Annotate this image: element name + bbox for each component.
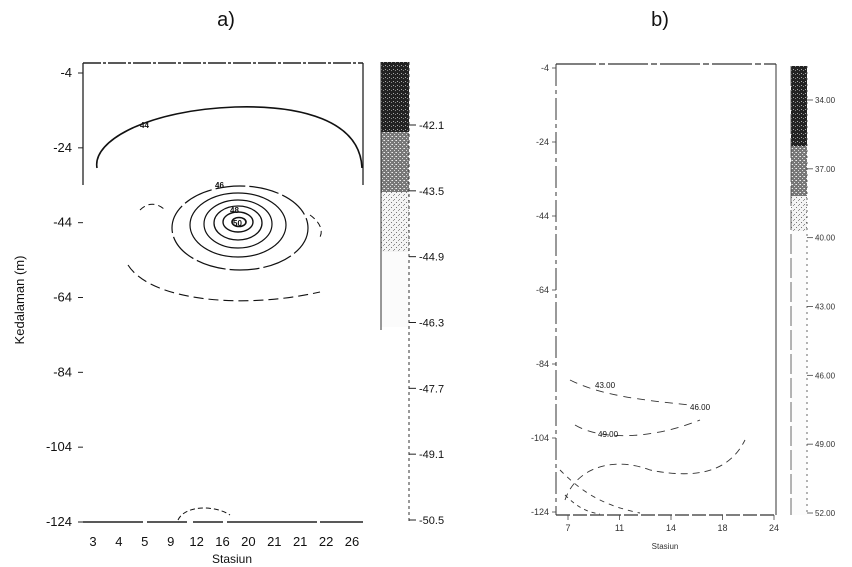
y-tick-label: -64 — [53, 290, 72, 305]
colorbar-level-label: 34.00 — [815, 96, 836, 105]
x-tick-label: 18 — [717, 523, 727, 533]
contour-line — [177, 507, 231, 521]
y-tick-label: -24 — [536, 137, 549, 147]
contour-line — [171, 185, 309, 271]
panel-a-colorbar: -42.1 -43.5 -44.9 -46.3 -47.7 -49.1 -50.5 — [380, 62, 444, 527]
colorbar-swatch — [381, 192, 409, 252]
contour-label: 43.00 — [595, 381, 616, 390]
colorbar-level-label: 52.00 — [815, 509, 836, 518]
panel-b-contours — [559, 379, 746, 515]
panel-a-label: a) — [217, 9, 235, 31]
panel-b: b) 43.00 46.00 49.00 -4-24-44-64-84-104-… — [531, 9, 836, 551]
colorbar-level-label: -50.5 — [419, 515, 444, 527]
y-tick-label: -24 — [53, 140, 72, 155]
contour-line — [222, 211, 254, 233]
x-tick-label: 9 — [167, 534, 174, 549]
panel-a-x-axis-label: Stasiun — [212, 552, 252, 566]
x-tick-label: 22 — [319, 534, 333, 549]
x-tick-label: 3 — [89, 534, 96, 549]
x-tick-label: 21 — [267, 534, 281, 549]
x-tick-label: 26 — [345, 534, 359, 549]
contour-label: 49.00 — [598, 430, 619, 439]
colorbar-swatch — [791, 66, 807, 146]
x-tick-label: 20 — [241, 534, 255, 549]
panel-a-x-ticks: 3 4 5 9 12 16 20 21 21 22 26 — [89, 534, 359, 549]
y-tick-label: -124 — [531, 507, 549, 517]
y-tick-label: -4 — [541, 63, 549, 73]
colorbar-level-label: 43.00 — [815, 303, 836, 312]
panel-a: a) 44 46 48 50 — [12, 9, 444, 566]
panel-b-x-axis-label: Stasiun — [652, 542, 679, 551]
panel-a-y-ticks: -4 -24 -44 -64 -84 -104 -124 — [46, 65, 83, 529]
colorbar-swatch — [381, 62, 409, 132]
contour-line — [189, 192, 287, 258]
panel-a-frame — [82, 62, 364, 523]
colorbar-level-label: 37.00 — [815, 165, 836, 174]
x-tick-label: 14 — [666, 523, 676, 533]
x-tick-label: 7 — [565, 523, 570, 533]
contour-line — [559, 469, 641, 514]
contour-line — [564, 494, 601, 515]
contour-line — [96, 106, 363, 169]
y-tick-label: -64 — [536, 285, 549, 295]
contour-line — [213, 205, 263, 241]
x-tick-label: 16 — [215, 534, 229, 549]
y-tick-label: -124 — [46, 514, 72, 529]
y-tick-label: -84 — [536, 359, 549, 369]
contour-line — [569, 379, 691, 406]
contour-line — [574, 419, 701, 437]
colorbar-swatch — [791, 231, 807, 515]
contour-line — [127, 264, 321, 302]
panel-b-contour-labels: 43.00 46.00 49.00 — [595, 381, 711, 439]
panel-a-contours — [96, 106, 363, 521]
panel-b-x-ticks: 7 11 14 18 24 — [565, 515, 779, 533]
colorbar-level-label: -44.9 — [419, 252, 444, 264]
y-tick-label: -44 — [536, 211, 549, 221]
panel-a-y-axis-label: Kedalaman (m) — [12, 256, 27, 345]
contour-label: 44 — [140, 121, 149, 130]
contour-line — [139, 203, 166, 211]
y-tick-label: -104 — [531, 433, 549, 443]
contour-label: 48 — [230, 206, 239, 215]
x-tick-label: 12 — [189, 534, 203, 549]
colorbar-level-label: -49.1 — [419, 449, 444, 461]
colorbar-level-label: 49.00 — [815, 440, 836, 449]
colorbar-swatch — [791, 146, 807, 196]
panel-b-frame — [555, 63, 777, 516]
colorbar-level-label: -46.3 — [419, 318, 444, 330]
x-tick-label: 24 — [769, 523, 779, 533]
x-tick-label: 21 — [293, 534, 307, 549]
colorbar-swatch — [381, 252, 409, 327]
contour-line — [231, 216, 247, 228]
contour-line — [564, 439, 746, 501]
x-tick-label: 4 — [115, 534, 122, 549]
panel-a-contour-labels: 44 46 48 50 — [140, 121, 242, 228]
panel-b-label: b) — [651, 9, 669, 31]
x-tick-label: 5 — [141, 534, 148, 549]
colorbar-level-label: -42.1 — [419, 120, 444, 132]
y-tick-label: -104 — [46, 439, 72, 454]
colorbar-level-label: 40.00 — [815, 234, 836, 243]
panel-b-colorbar: 34.00 37.00 40.00 43.00 46.00 49.00 52.00 — [790, 66, 836, 518]
y-tick-label: -4 — [60, 65, 72, 80]
y-tick-label: -84 — [53, 364, 72, 379]
x-tick-label: 11 — [615, 523, 624, 533]
contour-label: 46 — [215, 181, 224, 190]
colorbar-level-label: 46.00 — [815, 371, 836, 380]
contour-label: 46.00 — [690, 403, 711, 412]
colorbar-swatch — [791, 196, 807, 231]
contour-line — [203, 199, 273, 249]
colorbar-level-label: -47.7 — [419, 383, 444, 395]
y-tick-label: -44 — [53, 215, 72, 230]
panel-b-y-ticks: -4 -24 -44 -64 -84 -104 -124 — [531, 63, 556, 517]
colorbar-swatch — [381, 132, 409, 192]
colorbar-level-label: -43.5 — [419, 186, 444, 198]
contour-label: 50 — [233, 219, 242, 228]
contour-line — [309, 214, 322, 241]
